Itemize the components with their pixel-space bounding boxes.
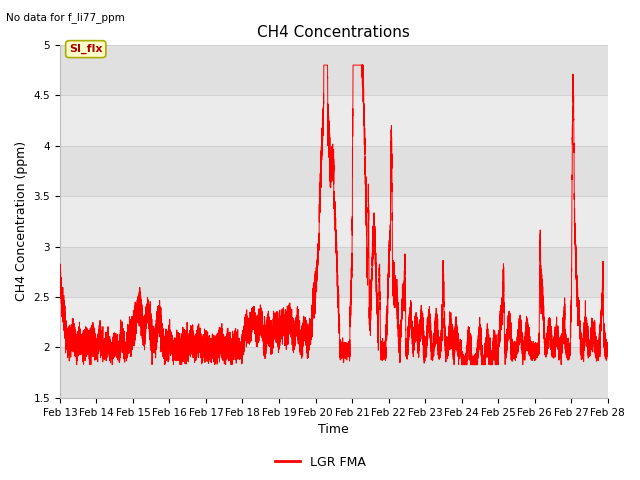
Text: SI_flx: SI_flx [69, 44, 102, 54]
Y-axis label: CH4 Concentration (ppm): CH4 Concentration (ppm) [15, 142, 28, 301]
X-axis label: Time: Time [318, 423, 349, 436]
Text: No data for f_li77_ppm: No data for f_li77_ppm [6, 12, 125, 23]
Bar [60, 297, 607, 348]
Bar [60, 146, 607, 196]
Bar [60, 96, 607, 146]
Bar [60, 247, 607, 297]
Legend: LGR FMA: LGR FMA [269, 451, 371, 474]
Bar [60, 196, 607, 247]
Bar [60, 348, 607, 398]
Title: CH4 Concentrations: CH4 Concentrations [257, 24, 410, 39]
Bar [60, 45, 607, 96]
